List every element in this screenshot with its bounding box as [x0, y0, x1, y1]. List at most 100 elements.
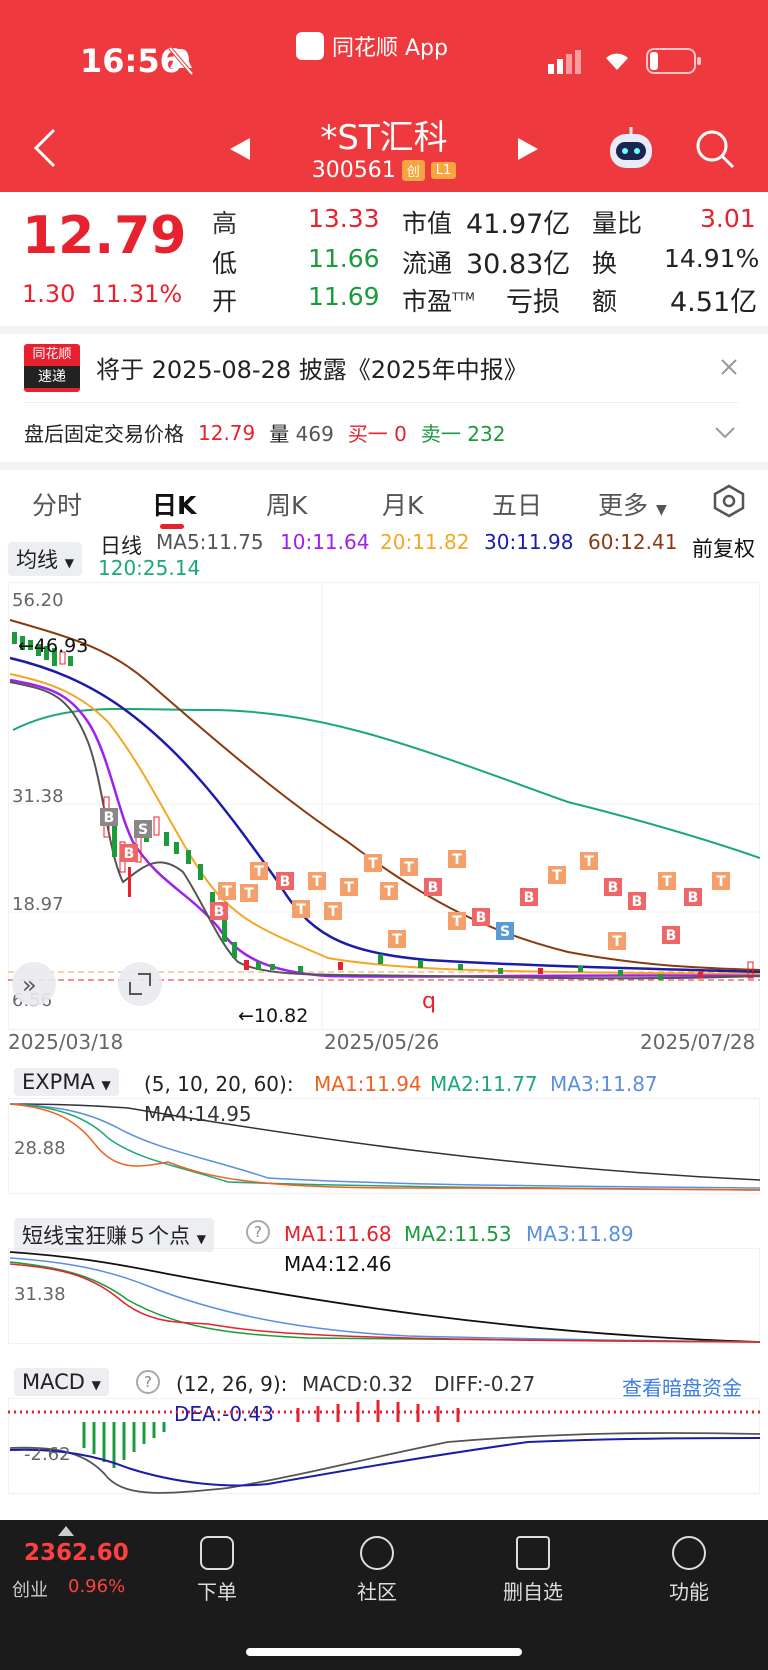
app-logo-icon — [296, 32, 324, 60]
svg-text:T: T — [328, 904, 338, 920]
svg-text:T: T — [584, 854, 594, 870]
y-label-3: 18.97 — [12, 894, 64, 915]
high-label: 高 — [212, 209, 238, 238]
express-logo: 同花顺 速递 — [24, 344, 80, 392]
svg-text:S: S — [138, 822, 148, 838]
stock-code: 300561 — [311, 158, 396, 183]
expma-selector[interactable]: EXPMA ▼ — [14, 1068, 119, 1096]
index-value[interactable]: 2362.60 — [24, 1540, 129, 1566]
close-icon[interactable] — [720, 358, 738, 376]
float-value: 30.83亿 — [466, 249, 571, 280]
expand-left-button[interactable] — [12, 962, 56, 1006]
ma5-legend: MA5:11.75 — [156, 530, 264, 554]
wifi-icon — [606, 53, 628, 70]
level-badge: L1 — [430, 162, 457, 179]
active-tab-indicator — [160, 524, 184, 529]
battery-icon — [646, 48, 701, 74]
tab-daily[interactable]: 日K — [152, 491, 197, 520]
kline-chart[interactable]: B S B B T T T B T T T T T T T B T B S B … — [8, 582, 760, 1030]
sell1-label: 卖一 — [420, 422, 461, 446]
ma-selector-label: 均线 — [16, 548, 58, 572]
nav-functions-label: 功能 — [669, 1580, 709, 1604]
svg-text:B: B — [104, 810, 115, 826]
strategy-chart[interactable]: 31.38 — [8, 1248, 760, 1344]
date-mid: 2025/05/26 — [324, 1030, 440, 1054]
strategy-help-icon[interactable]: ? — [246, 1220, 270, 1244]
svg-text:»: » — [22, 971, 37, 999]
bell-muted-icon — [168, 46, 194, 76]
macd-diff: DIFF:-0.27 — [434, 1372, 536, 1396]
macd-chart[interactable]: -2.62 — [8, 1398, 760, 1494]
remove-watchlist-icon — [516, 1536, 550, 1570]
y-label-top: 56.20 — [12, 590, 64, 611]
fullscreen-button[interactable] — [118, 962, 162, 1006]
index-up-icon — [58, 1526, 74, 1536]
expma-y-label: 28.88 — [14, 1138, 66, 1159]
macd-help-icon[interactable]: ? — [136, 1370, 160, 1394]
nav-remove-watchlist[interactable]: 删自选 — [488, 1536, 578, 1605]
svg-text:B: B — [214, 904, 225, 920]
ma10-legend: 10:11.64 — [280, 530, 370, 554]
back-icon[interactable] — [32, 128, 58, 168]
strategy-selector[interactable]: 短线宝狂赚５个点 ▼ — [14, 1218, 214, 1252]
strategy-selector-label: 短线宝狂赚５个点 — [22, 1224, 190, 1248]
ah-vol-label: 量 — [269, 422, 290, 446]
svg-text:B: B — [476, 910, 487, 926]
tab-monthly[interactable]: 月K — [382, 491, 424, 520]
svg-text:B: B — [608, 880, 619, 896]
svg-text:T: T — [384, 884, 394, 900]
chevron-down-icon[interactable] — [714, 426, 736, 440]
tab-weekly[interactable]: 周K — [266, 491, 308, 520]
high-value: 13.33 — [308, 204, 380, 233]
dark-pool-link[interactable]: 查看暗盘资金 — [622, 1376, 742, 1400]
home-indicator — [246, 1648, 522, 1656]
expma-chart[interactable]: 28.88 — [8, 1098, 760, 1194]
nav-community[interactable]: 社区 — [332, 1536, 422, 1605]
notice-panel: 同花顺 速递 将于 2025-08-28 披露《2025年中报》 盘后固定交易价… — [0, 326, 768, 462]
sell1-value: 232 — [467, 422, 506, 446]
robot-assistant-icon[interactable] — [606, 124, 656, 174]
adjust-mode[interactable]: 前复权 — [692, 537, 755, 561]
settings-hex-icon[interactable] — [712, 484, 746, 518]
mcap-label: 市值 — [402, 209, 453, 238]
ma20-legend: 20:11.82 — [380, 530, 470, 554]
ma30-legend: 30:11.98 — [484, 530, 574, 554]
macd-selector[interactable]: MACD ▼ — [14, 1368, 109, 1396]
index-pct: 0.96% — [68, 1576, 126, 1597]
svg-text:T: T — [244, 886, 254, 902]
tab-more[interactable]: 更多 ▼ — [598, 491, 667, 520]
app-header: 16:56 同花顺 App *ST汇科 300561 创 L1 — [0, 0, 768, 192]
float-label: 流通 — [402, 249, 453, 278]
status-time: 16:56 — [80, 42, 182, 80]
svg-text:B: B — [632, 894, 643, 910]
pe-label-text: 市盈 — [402, 287, 453, 316]
amount-value: 4.51亿 — [670, 287, 758, 318]
nav-functions[interactable]: 功能 — [644, 1536, 734, 1605]
kline-type: 日线 — [100, 534, 142, 558]
expma-params: (5, 10, 20, 60): — [144, 1072, 294, 1096]
tab-minute[interactable]: 分时 — [32, 491, 83, 520]
stock-name: *ST汇科 — [320, 118, 448, 158]
search-icon[interactable] — [694, 128, 736, 170]
prev-stock-icon[interactable] — [228, 136, 252, 162]
nav-community-label: 社区 — [357, 1580, 397, 1604]
dxb-ma4: MA4:12.46 — [284, 1252, 392, 1276]
express-logo-bottom: 速递 — [24, 366, 80, 388]
date-start: 2025/03/18 — [8, 1030, 124, 1054]
svg-text:T: T — [254, 864, 264, 880]
svg-text:B: B — [666, 928, 677, 944]
open-value: 11.69 — [308, 282, 380, 311]
notice-text[interactable]: 将于 2025-08-28 披露《2025年中报》 — [96, 356, 528, 384]
tab-five-day[interactable]: 五日 — [492, 491, 543, 520]
nav-order[interactable]: 下单 — [172, 1536, 262, 1605]
macd-value: MACD:0.32 — [302, 1372, 414, 1396]
next-stock-icon[interactable] — [516, 136, 540, 162]
macd-params: (12, 26, 9): — [176, 1372, 288, 1396]
ma-selector[interactable]: 均线 ▼ — [8, 542, 82, 576]
svg-text:T: T — [612, 934, 622, 950]
expma-ma1: MA1:11.94 — [314, 1072, 422, 1096]
nav-order-label: 下单 — [197, 1580, 237, 1604]
change-value: 1.30 — [22, 280, 76, 308]
stock-code-row: 300561 创 L1 — [0, 158, 768, 183]
index-name: 创业 — [12, 1580, 48, 1601]
